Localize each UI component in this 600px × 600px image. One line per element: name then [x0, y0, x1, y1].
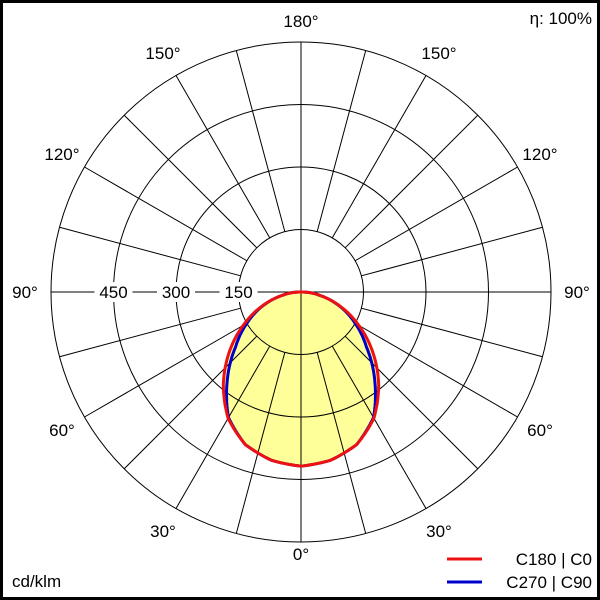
legend: C180 | C0 C270 | C90 — [447, 550, 592, 592]
grid-spoke — [344, 114, 479, 249]
polar-chart-svg: 150 300 450 0° 30° 30° 60° 60° 90° 90° 120° 120° 150… — [12, 9, 592, 592]
grid-spoke — [361, 307, 543, 358]
legend-label-c180-c0: C180 | C0 — [516, 550, 592, 569]
angle-tick-label: 30° — [150, 522, 176, 541]
angle-tick-label: 120° — [44, 145, 79, 164]
angle-tick-label: 30° — [426, 522, 452, 541]
grid-spoke — [354, 166, 518, 262]
grid-spoke — [361, 226, 543, 277]
efficiency-label: η: 100% — [530, 9, 592, 28]
grid-spoke — [84, 166, 248, 262]
grid-spoke — [331, 345, 427, 509]
grid-spoke — [344, 335, 479, 470]
angle-tick-label: 90° — [564, 283, 590, 302]
grid-spoke — [175, 345, 271, 509]
radial-label-bg — [94, 282, 133, 302]
angle-tick-label: 150° — [145, 44, 180, 63]
angle-tick-label: 120° — [522, 145, 557, 164]
grid-spoke — [331, 75, 427, 239]
radial-label-bg — [157, 282, 195, 302]
grid-spoke — [59, 226, 241, 277]
angle-tick-label: 60° — [527, 421, 553, 440]
angle-tick-label: 60° — [49, 421, 75, 440]
grid-spoke — [235, 352, 286, 534]
grid-spoke — [354, 322, 518, 418]
grid-spoke — [316, 50, 367, 232]
angle-tick-label: 0° — [293, 545, 309, 564]
angle-tick-label: 180° — [283, 12, 318, 31]
series-curve-c180-c0 — [221, 290, 381, 468]
grid-spoke — [123, 114, 258, 249]
angle-tick-label: 150° — [421, 44, 456, 63]
radial-tick-label: 300 — [162, 283, 190, 302]
legend-label-c270-c90: C270 | C90 — [506, 573, 592, 592]
unit-label: cd/klm — [12, 572, 61, 591]
grid-spoke — [235, 50, 286, 232]
radial-tick-label: 450 — [99, 283, 127, 302]
grid-spoke — [175, 75, 271, 239]
radial-label-bg — [219, 282, 258, 302]
grid-spoke — [316, 352, 367, 534]
angle-tick-label: 90° — [12, 283, 38, 302]
polar-chart: 150 300 450 0° 30° 30° 60° 60° 90° 90° 120° 120° 150… — [3, 3, 597, 597]
grid-spoke — [59, 307, 241, 358]
radial-tick-label: 150 — [224, 283, 252, 302]
grid-spoke — [123, 335, 258, 470]
grid-spoke — [84, 322, 248, 418]
